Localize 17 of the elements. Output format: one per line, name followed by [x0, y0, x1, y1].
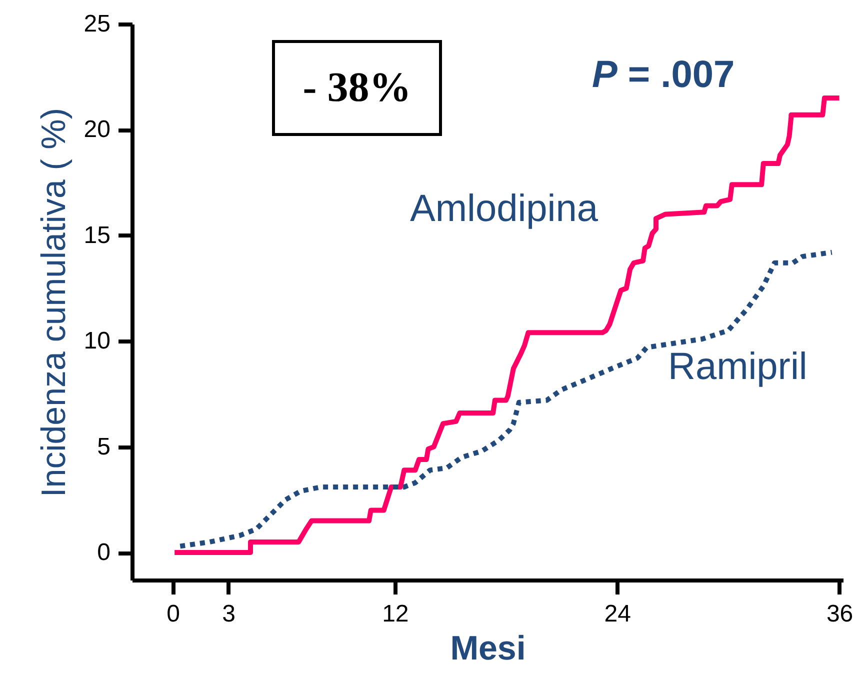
- y-tick-label: 5: [97, 433, 110, 460]
- y-tick-label: 20: [84, 116, 110, 144]
- y-tick-label: 0: [97, 539, 110, 566]
- x-tick-label: 3: [222, 600, 236, 628]
- y-tick-label: 25: [84, 10, 110, 38]
- annotation: P = .007: [592, 54, 735, 97]
- annotation: - 38%: [272, 40, 442, 136]
- x-axis-title: Mesi: [450, 630, 526, 668]
- x-tick-label: 36: [826, 600, 854, 628]
- y-axis-title: Incidenza cumulativa ( %): [34, 108, 73, 498]
- y-tick-label: 15: [84, 222, 110, 249]
- y-tick-label: 10: [84, 328, 110, 355]
- x-tick-label: 0: [166, 600, 180, 628]
- x-tick-label: 12: [382, 600, 409, 628]
- series-label: Ramipril: [668, 346, 808, 389]
- x-tick-label: 24: [604, 600, 631, 628]
- series-label: Amlodipina: [410, 188, 598, 231]
